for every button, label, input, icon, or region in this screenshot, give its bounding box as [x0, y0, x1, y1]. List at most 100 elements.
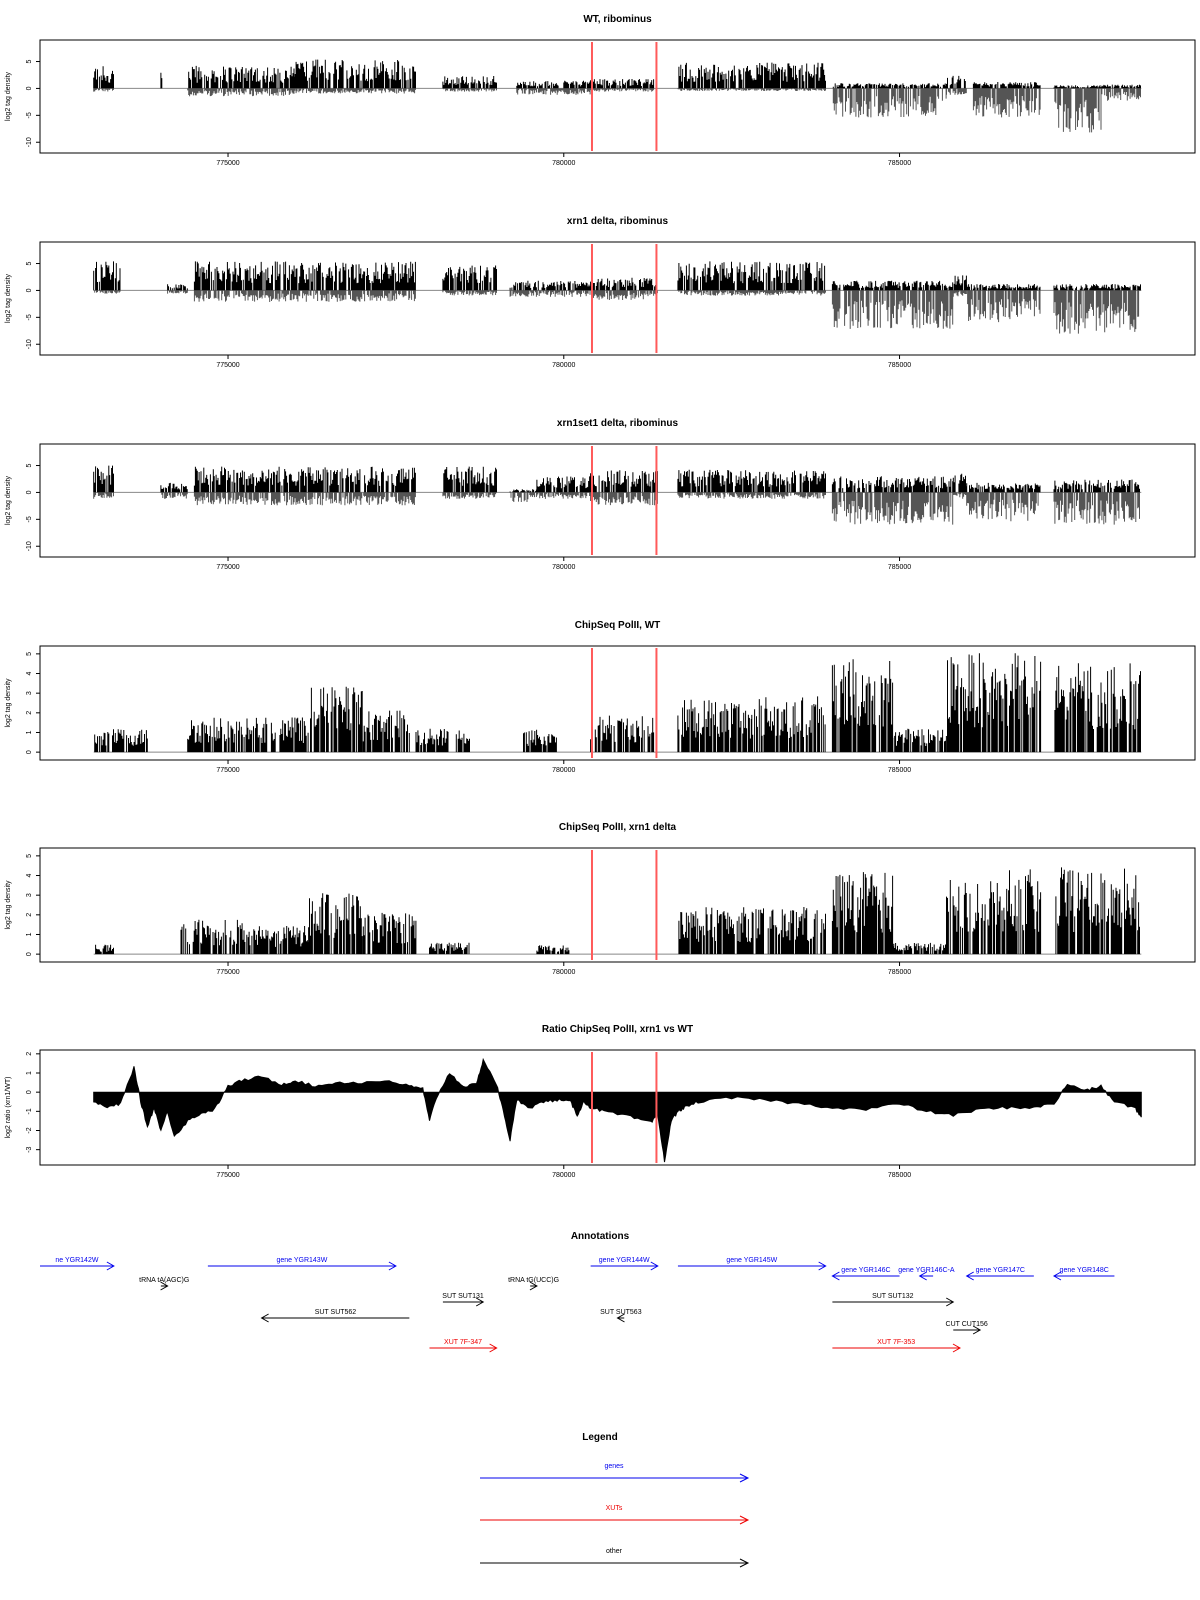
x-axis: 775000 780000 785000 — [216, 962, 911, 976]
y-tick-label: 5 — [26, 854, 33, 858]
y-axis: 0 1 2 3 4 5 log2 tag density — [5, 854, 40, 956]
annotation-item: gene YGR148C — [1052, 1267, 1115, 1281]
positive-strand-bars — [94, 653, 1141, 753]
y-tick-label: 2 — [26, 913, 33, 917]
annotation-item: gene YGR145W — [677, 1257, 827, 1271]
y-axis-label: log2 tag density — [5, 71, 12, 121]
annotation-item: gene YGR143W — [207, 1257, 397, 1271]
x-axis: 775000 780000 785000 — [216, 355, 911, 369]
y-tick-label: 1 — [26, 932, 33, 936]
y-tick-label: 5 — [26, 59, 33, 63]
y-tick-label: 1 — [26, 1071, 33, 1075]
x-axis: 775000 780000 785000 — [216, 557, 911, 571]
y-axis-label: log2 ratio (xrn1/WT) — [5, 1077, 12, 1139]
x-axis: 775000 780000 785000 — [216, 153, 911, 167]
annotation-label: tRNA tG(UCC)G — [508, 1277, 559, 1284]
y-axis: -10 -5 0 5 log2 tag density — [5, 463, 40, 551]
x-tick-label: 780000 — [552, 362, 575, 369]
y-tick-label: 0 — [26, 750, 33, 754]
legend-item: XUTs — [480, 1505, 750, 1525]
plot-frame — [39, 645, 1196, 761]
panel-chipseq_wt: ChipSeq PolII, WT 0 1 2 3 4 5 log2 tag density 7… — [5, 620, 1196, 774]
x-tick-label: 780000 — [552, 969, 575, 976]
x-tick-label: 775000 — [216, 1172, 239, 1179]
annotation-arrowhead — [106, 1261, 115, 1271]
y-tick-label: 0 — [26, 288, 33, 292]
annotation-item: gene YGR144W — [590, 1257, 659, 1271]
legend-panel: Legend genes XUTs other — [480, 1432, 750, 1568]
annotation-arrowhead — [1052, 1271, 1062, 1281]
plot-frame — [39, 847, 1196, 963]
y-axis: 0 1 2 3 4 5 log2 tag density — [5, 652, 40, 754]
legend-item: genes — [480, 1463, 750, 1483]
annotation-label: tRNA tA(AGC)G — [139, 1277, 189, 1284]
y-tick-label: 3 — [26, 893, 33, 897]
annotation-arrowhead — [972, 1325, 982, 1335]
y-tick-label: 4 — [26, 671, 33, 675]
annotation-arrowhead — [965, 1271, 974, 1281]
y-tick-label: 0 — [26, 952, 33, 956]
positive-strand-bars — [95, 867, 1140, 955]
annotation-item: SUT SUT132 — [832, 1293, 955, 1307]
negative-strand-bars — [93, 88, 1141, 133]
legend-label: other — [606, 1548, 623, 1555]
plot-frame — [39, 241, 1196, 356]
annotation-label: gene YGR146C — [841, 1267, 890, 1274]
y-tick-label: 2 — [26, 711, 33, 715]
negative-strand-bars — [93, 492, 1140, 525]
annotation-item: XUT 7F-347 — [429, 1339, 498, 1353]
data-marks — [93, 850, 1142, 960]
y-tick-label: 0 — [26, 1090, 33, 1094]
annotation-label: SUT SUT563 — [600, 1309, 642, 1316]
annotation-arrowhead — [650, 1261, 659, 1271]
panel-title: xrn1set1 delta, ribominus — [557, 418, 679, 429]
panel-xrn1set1_ribominus: xrn1set1 delta, ribominus -10 -5 0 5 log2 tag… — [5, 418, 1196, 571]
panel-title: xrn1 delta, ribominus — [567, 216, 669, 227]
y-tick-label: -2 — [26, 1127, 33, 1133]
x-tick-label: 785000 — [888, 564, 911, 571]
x-tick-label: 775000 — [216, 564, 239, 571]
y-tick-label: 1 — [26, 730, 33, 734]
annotation-label: XUT 7F-353 — [877, 1339, 915, 1346]
data-marks — [93, 244, 1142, 353]
y-tick-label: 0 — [26, 86, 33, 90]
annotation-item: gene YGR146C — [831, 1267, 900, 1281]
y-axis-label: log2 tag density — [5, 678, 12, 728]
y-tick-label: -1 — [26, 1108, 33, 1114]
x-axis: 775000 780000 785000 — [216, 760, 911, 774]
y-tick-label: 3 — [26, 691, 33, 695]
x-tick-label: 785000 — [888, 767, 911, 774]
annotations-title: Annotations — [571, 1231, 630, 1242]
x-axis: 775000 780000 785000 — [216, 1165, 911, 1179]
annotation-label: ne YGR142W — [55, 1257, 98, 1264]
y-tick-label: -5 — [26, 516, 33, 522]
annotation-item: tRNA tA(AGC)G — [139, 1277, 189, 1291]
positive-strand-bars — [93, 59, 1141, 89]
annotation-item: SUT SUT563 — [600, 1309, 642, 1323]
y-tick-label: -10 — [26, 137, 33, 147]
y-tick-label: -10 — [26, 541, 33, 551]
annotation-item: SUT SUT131 — [442, 1293, 485, 1307]
annotation-arrowhead — [529, 1281, 538, 1291]
annotation-item: CUT CUT156 — [946, 1321, 988, 1335]
legend-arrowhead — [739, 1515, 750, 1525]
x-tick-label: 780000 — [552, 767, 575, 774]
panel-xrn1_ribominus: xrn1 delta, ribominus -10 -5 0 5 log2 tag den… — [5, 216, 1196, 369]
y-tick-label: 4 — [26, 873, 33, 877]
x-tick-label: 785000 — [888, 1172, 911, 1179]
annotation-item: gene YGR146C-A — [898, 1267, 955, 1281]
x-tick-label: 785000 — [888, 160, 911, 167]
y-axis: -3 -2 -1 0 1 2 log2 ratio (xrn1/WT) — [5, 1052, 40, 1153]
y-axis-label: log2 tag density — [5, 475, 12, 525]
legend-item: other — [480, 1548, 750, 1568]
y-axis: -10 -5 0 5 log2 tag density — [5, 261, 40, 349]
annotation-item: gene YGR147C — [965, 1267, 1034, 1281]
annotation-label: gene YGR144W — [599, 1257, 650, 1264]
annotation-arrowhead — [475, 1297, 485, 1307]
y-tick-label: -5 — [26, 314, 33, 320]
annotation-arrowhead — [952, 1343, 961, 1353]
y-tick-label: 5 — [26, 261, 33, 265]
annotation-arrowhead — [918, 1271, 927, 1281]
